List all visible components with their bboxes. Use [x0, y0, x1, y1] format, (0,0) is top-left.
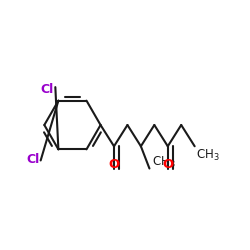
Text: CH$_3$: CH$_3$: [196, 148, 220, 162]
Text: CH$_3$: CH$_3$: [152, 155, 176, 170]
Text: O: O: [108, 158, 120, 171]
Text: Cl: Cl: [41, 82, 54, 96]
Text: O: O: [162, 158, 173, 171]
Text: Cl: Cl: [26, 153, 40, 166]
